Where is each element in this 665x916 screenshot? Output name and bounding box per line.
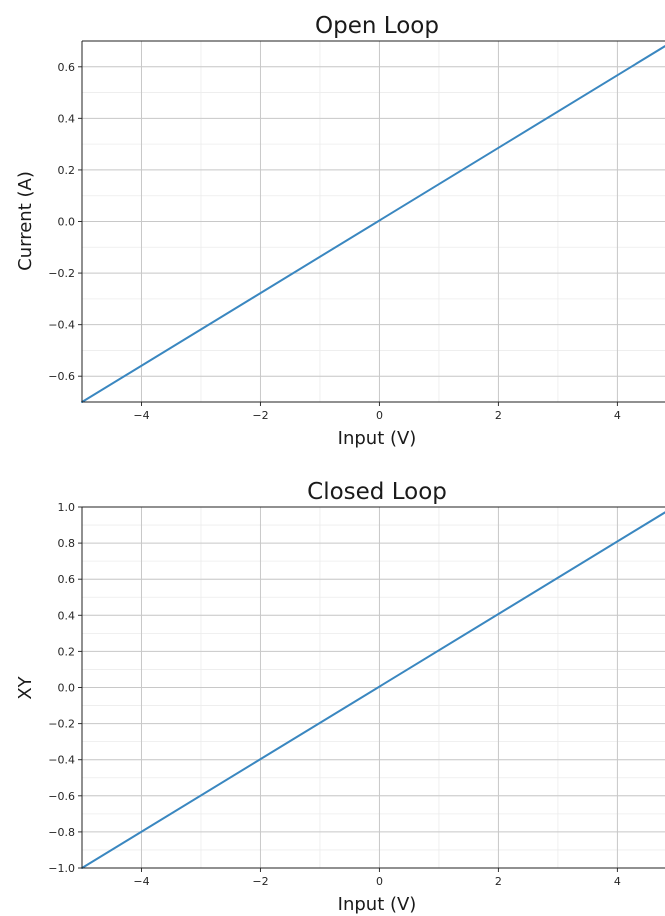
axes-frame [78,506,665,872]
chart-title: Closed Loop [307,479,447,505]
y-tick-label: −0.2 [48,267,75,280]
y-tick-label: 1.0 [58,501,76,514]
y-tick-label: −0.4 [48,754,75,767]
chart-open-loop: Open Loop −4 −2 0 2 4 −0.6 −0.4 −0.2 0.0 0.2 0.4 0.… [15,13,665,449]
x-tick-label: −4 [133,409,149,422]
y-tick-label: 0.4 [58,609,76,622]
x-tick-label: 0 [376,409,383,422]
chart-title: Open Loop [315,13,439,39]
y-tick-label: −1.0 [48,862,75,875]
y-tick-label: 0.0 [58,682,76,695]
x-tick-label: 2 [495,875,502,888]
y-tick-label: 0.6 [58,61,76,74]
y-tick-label: −0.6 [48,790,75,803]
chart-closed-loop: Closed Loop −4 −2 0 2 4 −1.0 −0.8 −0.6 −0.4 −0.2 0… [15,479,665,915]
y-axis-label: Current (A) [15,171,36,271]
axes-frame [78,40,665,406]
x-tick-label: 4 [614,409,621,422]
x-axis-label: Input (V) [338,894,417,915]
x-tick-label: −2 [252,409,268,422]
x-tick-label: −2 [252,875,268,888]
tick-labels: −4 −2 0 2 4 −0.6 −0.4 −0.2 0.0 0.2 0.4 0.6 [48,61,621,422]
y-tick-label: 0.2 [58,164,76,177]
x-axis-label: Input (V) [338,428,417,449]
y-tick-label: −0.8 [48,826,75,839]
y-tick-label: 0.8 [58,537,76,550]
y-tick-label: −0.2 [48,718,75,731]
grid [81,506,665,869]
y-tick-label: 0.2 [58,645,76,658]
x-tick-label: 2 [495,409,502,422]
x-tick-label: 4 [614,875,621,888]
y-axis-label: XY [15,675,36,699]
x-tick-label: 0 [376,875,383,888]
series-line [81,45,665,403]
y-tick-label: 0.0 [58,216,76,229]
y-tick-label: −0.4 [48,319,75,332]
y-tick-label: −0.6 [48,370,75,383]
y-tick-label: 0.4 [58,112,76,125]
series-layer [81,45,665,403]
x-tick-label: −4 [133,875,149,888]
y-tick-label: 0.6 [58,573,76,586]
series-line [81,511,665,869]
tick-labels: −4 −2 0 2 4 −1.0 −0.8 −0.6 −0.4 −0.2 0.0 0.2 0.4 0.6 0… [48,501,621,888]
series-layer [81,511,665,869]
